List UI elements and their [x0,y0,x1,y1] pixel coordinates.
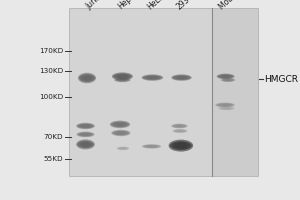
Ellipse shape [112,72,133,80]
Ellipse shape [218,74,234,78]
Ellipse shape [76,123,95,129]
Ellipse shape [215,103,235,107]
Ellipse shape [171,124,188,128]
Ellipse shape [120,148,126,149]
Text: 100KD: 100KD [39,94,63,100]
Ellipse shape [111,122,129,127]
Ellipse shape [76,139,95,149]
Ellipse shape [76,132,94,137]
Ellipse shape [219,107,234,110]
Ellipse shape [219,74,232,78]
Ellipse shape [115,73,130,79]
Ellipse shape [147,76,158,79]
Ellipse shape [223,78,233,82]
Ellipse shape [144,75,160,80]
Ellipse shape [221,78,235,82]
Ellipse shape [78,73,96,83]
Ellipse shape [218,103,232,107]
Ellipse shape [172,124,187,128]
Ellipse shape [172,141,190,150]
Ellipse shape [221,75,230,78]
Ellipse shape [115,122,125,126]
Ellipse shape [143,75,162,80]
Ellipse shape [220,104,230,106]
Ellipse shape [116,78,129,82]
Ellipse shape [81,133,90,136]
Ellipse shape [114,131,128,135]
Text: 130KD: 130KD [39,68,63,74]
Ellipse shape [77,141,94,148]
Ellipse shape [147,145,156,148]
Ellipse shape [110,121,130,128]
Ellipse shape [112,131,130,135]
Ellipse shape [174,130,186,132]
Ellipse shape [79,124,92,128]
Ellipse shape [224,79,232,81]
Ellipse shape [118,79,127,81]
Ellipse shape [118,147,128,150]
Ellipse shape [77,132,94,136]
Text: HMGCR: HMGCR [265,74,298,84]
FancyBboxPatch shape [212,8,258,176]
Text: Jurkat: Jurkat [84,0,107,11]
Ellipse shape [79,132,92,136]
Ellipse shape [216,103,234,107]
Ellipse shape [77,124,94,128]
Ellipse shape [79,141,92,148]
Ellipse shape [115,78,130,82]
Ellipse shape [117,147,129,150]
Ellipse shape [173,124,186,128]
Ellipse shape [143,145,160,148]
FancyBboxPatch shape [69,8,212,176]
Ellipse shape [144,145,159,148]
Text: 170KD: 170KD [39,48,63,54]
Ellipse shape [113,74,132,79]
Ellipse shape [81,124,90,128]
Text: 55KD: 55KD [44,156,63,162]
Ellipse shape [175,125,184,127]
Ellipse shape [142,74,163,81]
Ellipse shape [175,143,187,149]
Ellipse shape [171,74,192,81]
Text: HepG2: HepG2 [116,0,142,11]
Ellipse shape [172,129,188,133]
Ellipse shape [173,130,187,132]
Ellipse shape [170,141,192,150]
Text: 293T: 293T [175,0,195,11]
Ellipse shape [112,122,128,127]
Ellipse shape [222,107,231,109]
Text: 70KD: 70KD [44,134,63,140]
Ellipse shape [220,107,233,110]
Ellipse shape [172,75,191,80]
Ellipse shape [82,75,91,81]
Ellipse shape [221,79,235,81]
Ellipse shape [117,147,129,150]
Ellipse shape [114,78,130,82]
Ellipse shape [218,107,235,110]
Text: Mouse brain: Mouse brain [218,0,259,11]
Ellipse shape [142,144,161,149]
Ellipse shape [217,74,235,79]
Ellipse shape [79,74,95,82]
Ellipse shape [176,130,184,132]
Text: HeLa: HeLa [146,0,166,11]
Ellipse shape [81,142,90,147]
Ellipse shape [116,131,126,135]
Ellipse shape [174,75,189,80]
Ellipse shape [176,76,187,79]
Ellipse shape [80,74,94,82]
Ellipse shape [169,140,193,152]
Ellipse shape [111,130,130,136]
Ellipse shape [117,74,128,78]
